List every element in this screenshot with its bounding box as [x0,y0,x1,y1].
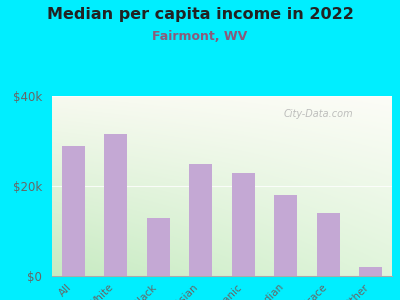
Bar [189,164,212,276]
Text: Fairmont, WV: Fairmont, WV [152,30,248,43]
Bar [359,267,382,276]
Bar [274,195,298,276]
Bar [146,218,170,276]
Bar [232,172,255,276]
Bar [104,134,128,276]
Text: Median per capita income in 2022: Median per capita income in 2022 [46,8,354,22]
Bar [62,146,85,276]
Bar [316,213,340,276]
Text: City-Data.com: City-Data.com [283,109,353,118]
